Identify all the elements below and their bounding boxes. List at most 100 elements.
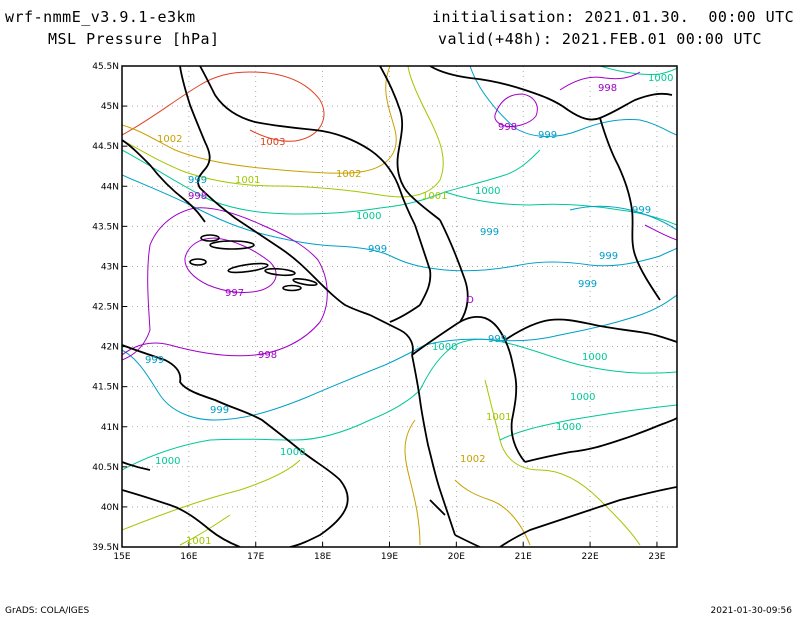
y-tick-label: 43N xyxy=(101,262,119,272)
field-title: MSL Pressure [hPa] xyxy=(48,30,220,48)
contour-label: 1001 xyxy=(486,412,511,423)
adriatic-islands xyxy=(189,234,318,292)
contour-label: 999 xyxy=(599,251,618,262)
y-tick-label: 44N xyxy=(101,182,119,192)
isobar-1000 xyxy=(599,66,677,75)
border-kosovo xyxy=(439,219,469,323)
isobar-998 xyxy=(122,207,328,361)
contour-label: 1002 xyxy=(157,134,182,145)
x-tick-label: 17E xyxy=(247,552,264,562)
contour-label: 999 xyxy=(188,175,207,186)
contour-label: 999 xyxy=(210,405,229,416)
isobar-1003 xyxy=(122,71,325,142)
isobar-1000 xyxy=(122,389,421,471)
x-tick-label: 15E xyxy=(113,552,130,562)
contour-label: 998 xyxy=(498,122,517,133)
y-tick-label: 40N xyxy=(101,503,119,513)
contour-label: 999 xyxy=(145,355,164,366)
y-axis-ticks: 45.5N 45N 44.5N 44N 43.5N 43N 42.5N 42N 41.5N 41N… xyxy=(92,62,127,553)
isobar-999 xyxy=(469,66,677,137)
valid-time: valid(+48h): 2021.FEB.01 00:00 UTC xyxy=(438,30,763,48)
contour-label: 1000 xyxy=(582,352,607,363)
isobar-1001 xyxy=(179,514,231,546)
y-tick-label: 45.5N xyxy=(92,62,119,72)
isobar-999 xyxy=(122,344,426,421)
x-tick-label: 21E xyxy=(515,552,532,562)
isobar-1002 xyxy=(454,479,531,546)
coastline-calabria xyxy=(122,489,241,547)
isobar-999 xyxy=(424,294,677,346)
border-bosnia-montenegro xyxy=(389,304,421,323)
contour-label: 1000 xyxy=(556,422,581,433)
y-tick-label: 44.5N xyxy=(92,142,119,152)
y-tick-label: 42.5N xyxy=(92,303,119,313)
border-romania-serbia xyxy=(429,66,673,121)
isobar-1001 xyxy=(484,379,641,546)
contour-label: 1001 xyxy=(235,175,260,186)
isobar-1001 xyxy=(122,459,301,531)
isobar-1000 xyxy=(122,149,541,215)
x-tick-label: 16E xyxy=(180,552,197,562)
x-axis-ticks: 15E 16E 17E 18E 19E 20E 21E 22E 23E xyxy=(113,542,666,562)
contour-label: 999 xyxy=(488,334,507,345)
isobar-997 xyxy=(184,237,277,293)
init-time: initialisation: 2021.01.30. 00:00 UTC xyxy=(432,8,795,26)
y-tick-label: 39.5N xyxy=(92,543,119,553)
coastline-italy xyxy=(122,139,206,223)
isobar-1002 xyxy=(404,419,421,546)
island-hvar xyxy=(227,262,269,274)
y-tick-label: 41.5N xyxy=(92,383,119,393)
contour-label: 1000 xyxy=(155,456,180,467)
footer-credit: GrADS: COLA/IGES xyxy=(5,606,90,616)
contour-label: 1001 xyxy=(422,191,447,202)
contour-label: 1002 xyxy=(336,169,361,180)
border-macedonia-bulgaria xyxy=(504,318,677,343)
coastline-albania xyxy=(411,354,456,536)
footer-timestamp: 2021-01-30-09:56 xyxy=(710,606,793,616)
coastlines-borders xyxy=(122,66,677,547)
contour-label: 997 xyxy=(225,288,244,299)
contour-labels: 1002 1003 1001 1002 999 998 1000 1001 10… xyxy=(145,73,673,547)
map-frame xyxy=(121,65,678,548)
contour-label: 1000 xyxy=(648,73,673,84)
y-tick-label: 45N xyxy=(101,102,119,112)
coastline-gargano xyxy=(122,461,151,471)
border-croatia-bosnia xyxy=(199,66,416,226)
island-solta xyxy=(200,234,220,242)
border-greece-albania xyxy=(454,534,481,547)
y-tick-label: 42N xyxy=(101,343,119,353)
lat-lon-grid xyxy=(121,65,677,548)
isobar-1001 xyxy=(122,66,444,198)
contour-label: 999 xyxy=(480,227,499,238)
y-tick-label: 41N xyxy=(101,423,119,433)
contour-label: 1002 xyxy=(460,454,485,465)
border-macedonia-greece xyxy=(524,417,677,463)
contour-label: 1001 xyxy=(186,536,211,547)
island-mljet xyxy=(292,277,318,287)
border-serbia xyxy=(379,66,441,221)
contour-label: 1000 xyxy=(432,342,457,353)
isobar-1002 xyxy=(122,66,397,174)
y-tick-label: 40.5N xyxy=(92,463,119,473)
x-tick-label: 23E xyxy=(648,552,665,562)
island-vis xyxy=(189,258,207,266)
contour-label: 1000 xyxy=(570,392,595,403)
contour-label: 998 xyxy=(598,83,617,94)
contour-label: 998 xyxy=(258,350,277,361)
contour-label: 999 xyxy=(632,205,651,216)
contour-label: 1000 xyxy=(356,211,381,222)
low-marker: O xyxy=(466,295,474,306)
coastline-adriatic-east xyxy=(179,66,371,316)
x-tick-label: 19E xyxy=(381,552,398,562)
isobar-998 xyxy=(494,93,538,127)
contour-label: 1003 xyxy=(260,137,285,148)
contour-label: 998 xyxy=(188,191,207,202)
island-lastovo xyxy=(282,284,302,292)
y-tick-label: 43.5N xyxy=(92,222,119,232)
contour-label: 999 xyxy=(578,279,597,290)
border-serbia-bulgaria xyxy=(599,117,661,301)
isobar-1000 xyxy=(419,338,677,391)
contour-label: 999 xyxy=(368,244,387,255)
contour-label: 999 xyxy=(538,130,557,141)
